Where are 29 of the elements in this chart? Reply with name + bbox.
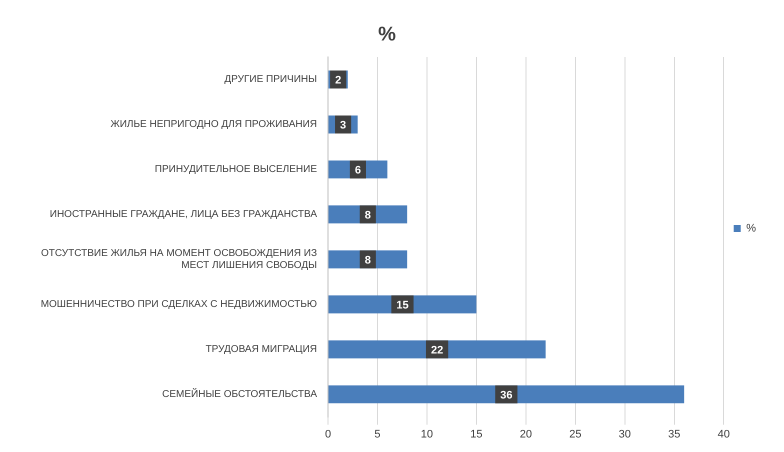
data-label: 15 [396,299,409,312]
y-tick-label: ПРИНУДИТЕЛЬНОЕ ВЫСЕЛЕНИЕ [154,164,318,176]
x-tick-label: 20 [520,428,532,440]
x-tick-label: 5 [374,428,381,440]
data-label: 22 [430,344,444,356]
x-tick-label: 15 [470,428,483,440]
y-tick-label: СЕМЕЙНЫЕ ОБСТОЯТЕЛЬСТВА [162,387,318,400]
data-label: 8 [364,209,371,222]
data-label: 2 [335,74,342,87]
y-tick-label: ОТСУТСТВИЕ ЖИЛЬЯ НА МОМЕНТ ОСВОБОЖДЕНИЯ ИЗ МЕСТ ЛИШЕНИЯ СВОБОДЫ [41,248,318,272]
y-tick-label: МОШЕННИЧЕСТВО ПРИ СДЕЛКАХ С НЕДВИЖИМОСТЬЮ [40,299,317,310]
x-tick-label: 25 [569,428,582,440]
y-tick-label: ЖИЛЬЕ НЕПРИГОДНО ДЛЯ ПРОЖИВАНИЯ [110,119,317,130]
x-tick-label: 10 [420,428,434,440]
data-label: 6 [354,164,361,176]
y-tick-label: ТРУДОВАЯ МИГРАЦИЯ [206,344,317,356]
data-label: 8 [364,254,371,266]
x-tick-label: 35 [668,428,680,440]
legend-label: % [746,222,756,235]
y-tick-label: ИНОСТРАННЫЕ ГРАЖДАНЕ, ЛИЦА БЕЗ ГРАЖДАНСТВА [50,209,318,220]
bar [328,340,546,358]
y-tick-label: ДРУГИЕ ПРИЧИНЫ [224,74,318,86]
data-label: 3 [340,119,346,132]
x-tick-label: 30 [618,428,631,440]
x-tick-label: 40 [718,428,730,440]
x-tick-label: 0 [324,428,332,440]
chart-title: % [378,24,396,46]
bar [328,385,684,404]
data-label: 36 [500,389,512,402]
